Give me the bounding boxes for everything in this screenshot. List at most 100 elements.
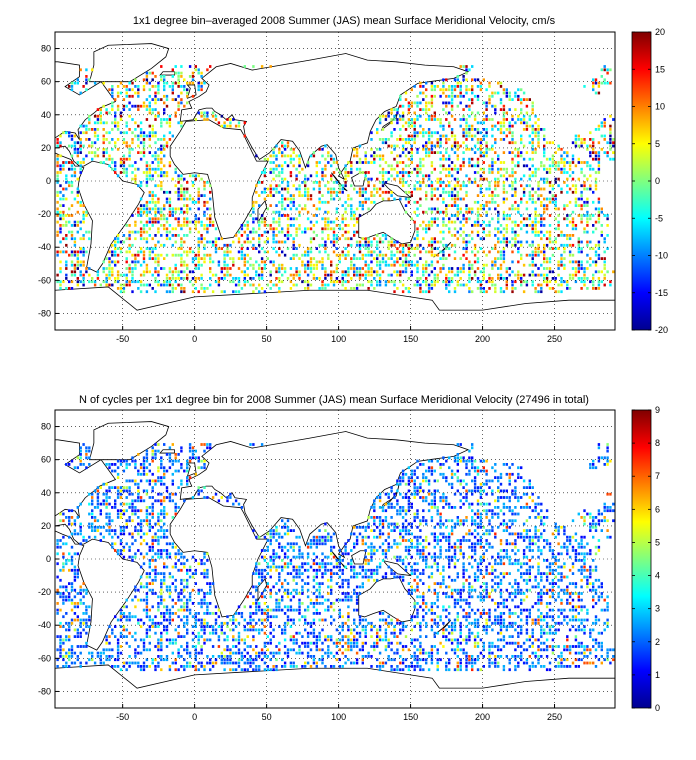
data-cell [557, 263, 560, 267]
data-cell [580, 190, 583, 194]
data-cell [430, 207, 434, 211]
data-cell [350, 237, 353, 241]
data-cell [485, 253, 488, 257]
data-cell [163, 283, 166, 287]
data-cell [471, 65, 474, 68]
data-cell [384, 280, 388, 284]
data-cell [102, 147, 105, 151]
data-cell [283, 207, 287, 211]
data-cell [68, 144, 71, 148]
data-cell [361, 171, 364, 174]
data-cell [367, 516, 370, 519]
y-tick-label: 0 [46, 176, 51, 186]
data-cell [609, 492, 612, 496]
data-cell [499, 257, 503, 260]
data-cell [413, 283, 416, 287]
data-cell [517, 147, 520, 151]
data-cell [453, 184, 457, 188]
data-cell [171, 214, 174, 217]
cycles-map-cells [56, 443, 615, 672]
data-cell [194, 220, 197, 224]
data-cell [476, 220, 480, 224]
data-cell [422, 157, 425, 161]
data-cell [157, 227, 160, 231]
data-cell [183, 85, 186, 88]
data-cell [537, 128, 540, 131]
data-cell [545, 207, 549, 211]
data-cell [278, 263, 281, 267]
data-cell [116, 280, 120, 284]
land-outline [358, 576, 416, 623]
data-cell [560, 283, 563, 287]
data-cell [165, 277, 169, 280]
data-cell [330, 177, 333, 181]
data-cell [168, 224, 172, 227]
data-cell [145, 519, 149, 523]
data-cell [226, 273, 229, 277]
data-cell [592, 283, 595, 287]
data-cell [281, 227, 284, 231]
data-cell [450, 234, 454, 237]
data-cell [160, 207, 163, 211]
data-cell [419, 184, 422, 188]
data-cell [168, 280, 172, 284]
data-cell [416, 207, 419, 211]
data-cell [528, 217, 531, 221]
data-cell [471, 237, 474, 241]
data-cell [137, 516, 140, 519]
data-cell [318, 200, 321, 204]
data-cell [203, 210, 206, 214]
data-cell [62, 217, 65, 221]
data-cell [82, 210, 85, 214]
data-cell [456, 479, 459, 483]
data-cell [183, 469, 186, 473]
data-cell [197, 85, 200, 88]
data-cell [404, 121, 408, 125]
data-cell [603, 283, 606, 287]
data-cell [390, 240, 393, 244]
data-cell [433, 506, 436, 509]
data-cell [125, 519, 128, 523]
data-cell [612, 151, 615, 154]
data-cell [499, 287, 503, 290]
data-cell [278, 253, 281, 257]
data-cell [197, 71, 200, 75]
data-cell [476, 260, 480, 264]
data-cell [522, 217, 526, 221]
data-cell [548, 270, 552, 274]
data-cell [122, 167, 126, 171]
data-cell [243, 270, 246, 274]
data-cell [131, 459, 134, 463]
data-cell [157, 220, 160, 224]
data-cell [430, 263, 434, 267]
data-cell [252, 210, 255, 214]
data-cell [439, 157, 442, 161]
data-cell [137, 489, 140, 493]
data-cell [422, 247, 425, 250]
data-cell [430, 519, 434, 523]
data-cell [252, 230, 255, 234]
data-cell [448, 506, 451, 509]
data-cell [594, 151, 598, 154]
data-cell [324, 217, 327, 221]
data-cell [200, 114, 203, 118]
data-cell [580, 267, 583, 270]
data-cell [145, 220, 149, 224]
data-cell [473, 144, 477, 148]
data-cell [508, 128, 511, 131]
data-cell [390, 190, 393, 194]
data-cell [188, 250, 192, 254]
data-cell [413, 512, 416, 516]
data-cell [442, 85, 445, 88]
data-cell [425, 190, 428, 194]
data-cell [433, 469, 436, 473]
data-cell [151, 456, 154, 460]
data-cell [96, 154, 100, 158]
data-cell [116, 512, 120, 516]
data-cell [347, 267, 350, 270]
data-cell [168, 277, 172, 280]
data-cell [520, 476, 523, 479]
data-cell [266, 157, 269, 161]
data-cell [517, 204, 520, 207]
data-cell [226, 247, 229, 250]
